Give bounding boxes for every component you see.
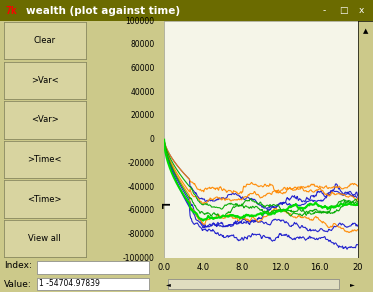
Text: 20: 20: [353, 263, 363, 272]
Text: ►: ►: [350, 282, 355, 287]
Text: >Time<: >Time<: [28, 155, 62, 164]
Text: ▲: ▲: [363, 28, 368, 34]
Text: Index:: Index:: [4, 261, 32, 270]
Text: ◄: ◄: [166, 282, 171, 287]
Text: 20000: 20000: [131, 112, 155, 121]
Text: 40000: 40000: [131, 88, 155, 97]
Text: -80000: -80000: [128, 230, 155, 239]
Text: -20000: -20000: [128, 159, 155, 168]
Text: -: -: [323, 6, 326, 15]
Text: Value:: Value:: [4, 280, 31, 289]
Text: 100000: 100000: [126, 17, 155, 25]
Text: 7k: 7k: [6, 6, 18, 15]
Text: View all: View all: [28, 234, 61, 243]
Text: -40000: -40000: [128, 183, 155, 192]
Text: wealth (plot against time): wealth (plot against time): [26, 6, 180, 15]
Text: 4.0: 4.0: [196, 263, 210, 272]
FancyBboxPatch shape: [37, 278, 149, 290]
Text: 8.0: 8.0: [235, 263, 248, 272]
Text: <Var>: <Var>: [31, 115, 59, 124]
FancyBboxPatch shape: [168, 279, 339, 289]
Text: -60000: -60000: [128, 206, 155, 215]
Text: -100000: -100000: [123, 254, 155, 263]
Text: L: L: [159, 202, 169, 208]
Text: 16.0: 16.0: [310, 263, 329, 272]
Text: >Var<: >Var<: [31, 76, 59, 85]
Text: 12.0: 12.0: [271, 263, 290, 272]
FancyBboxPatch shape: [37, 261, 149, 274]
Text: 1 -54704.97839: 1 -54704.97839: [39, 279, 100, 288]
Text: 80000: 80000: [131, 40, 155, 49]
Text: <Time>: <Time>: [28, 194, 62, 204]
Text: 0.0: 0.0: [157, 263, 171, 272]
Text: □: □: [339, 6, 347, 15]
Text: Clear: Clear: [34, 36, 56, 45]
Text: 60000: 60000: [131, 64, 155, 73]
Text: 0: 0: [150, 135, 155, 144]
Text: x: x: [359, 6, 364, 15]
